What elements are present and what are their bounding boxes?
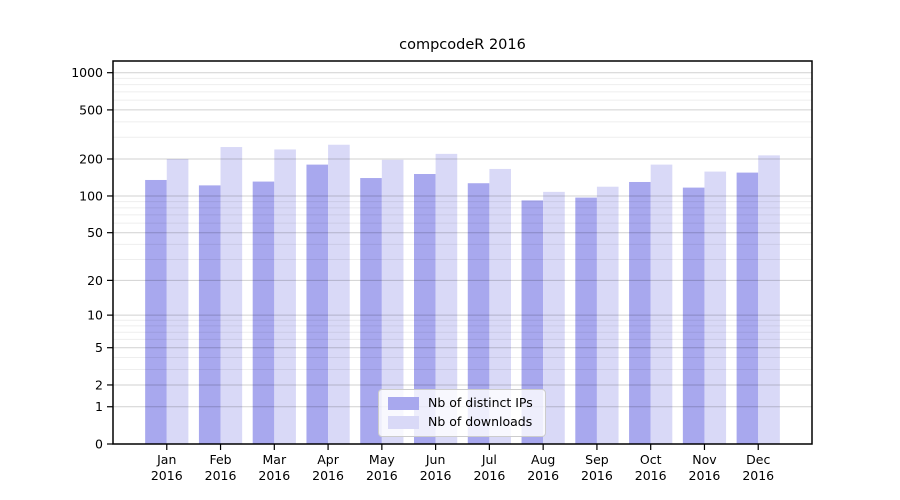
bar-downloads-aug [543,191,565,444]
y-tick-label: 1 [95,399,103,414]
x-tick-label-year: 2016 [581,468,613,483]
x-tick-label-year: 2016 [689,468,721,483]
bar-distinct-ips-aug [521,200,544,444]
legend-item-downloads: Nb of downloads [388,416,536,429]
bar-distinct-ips-nov [682,187,705,444]
legend-label-distinct-ips: Nb of distinct IPs [428,395,533,411]
legend: Nb of distinct IPs Nb of downloads [378,389,546,437]
bar-distinct-ips-jan [145,179,167,444]
y-tick-label: 50 [87,225,103,240]
x-tick-label-month: Aug [531,452,555,467]
plot-border [112,60,813,445]
legend-swatch-downloads [388,416,419,429]
x-tick-label-year: 2016 [635,468,667,483]
y-tick-label: 2 [95,377,103,392]
bar-distinct-ips-apr [306,164,329,445]
x-tick-label-year: 2016 [473,468,505,483]
bar-downloads-apr [328,144,350,444]
y-tick-label: 200 [79,151,103,166]
bar-distinct-ips-jun [414,173,436,444]
bar-downloads-jul [489,168,511,444]
bar-distinct-ips-jul [467,183,490,444]
bar-distinct-ips-feb [198,185,221,444]
y-tick-label: 100 [79,188,103,203]
y-tick-label: 10 [87,308,103,323]
x-tick-label-year: 2016 [742,468,774,483]
bar-downloads-feb [220,147,243,445]
x-tick-label-month: Nov [692,452,717,467]
x-tick-label-year: 2016 [258,468,290,483]
x-tick-label-month: Jun [425,452,446,467]
bar-downloads-sep [596,186,619,444]
x-tick-label-month: Jul [481,452,497,467]
bar-distinct-ips-mar [252,181,275,444]
x-tick-label-year: 2016 [151,468,183,483]
bar-downloads-oct [650,164,673,445]
legend-item-distinct-ips: Nb of distinct IPs [388,397,536,410]
bar-downloads-dec [758,155,780,444]
x-tick-label-month: Mar [263,452,287,467]
x-tick-label-month: Oct [640,452,662,467]
bar-distinct-ips-oct [629,181,651,444]
chart-title: compcodeR 2016 [399,37,526,53]
bar-downloads-may [381,159,404,444]
x-tick-label-month: Sep [585,452,609,467]
x-tick-label-month: Feb [209,452,231,467]
bar-distinct-ips-may [360,178,382,444]
x-tick-label-month: Dec [746,452,770,467]
y-tick-label: 20 [87,273,103,288]
x-tick-label-year: 2016 [205,468,237,483]
x-tick-label-month: Apr [317,452,339,467]
legend-swatch-distinct-ips [388,397,419,410]
x-tick-label-month: May [369,452,395,467]
x-tick-label-month: Jan [156,452,176,467]
y-tick-label: 5 [95,340,103,355]
bar-downloads-jun [435,153,458,445]
bar-distinct-ips-sep [575,197,597,444]
x-tick-label-year: 2016 [312,468,344,483]
bar-downloads-jan [166,158,189,444]
x-tick-label-year: 2016 [527,468,559,483]
bar-downloads-mar [274,149,296,444]
bar-distinct-ips-dec [736,172,759,444]
legend-label-downloads: Nb of downloads [428,414,533,430]
y-tick-label: 1000 [71,65,103,80]
x-tick-label-year: 2016 [420,468,452,483]
x-tick-label-year: 2016 [366,468,398,483]
bar-downloads-nov [704,171,727,444]
y-tick-label: 0 [95,437,103,452]
y-tick-label: 500 [79,102,103,117]
